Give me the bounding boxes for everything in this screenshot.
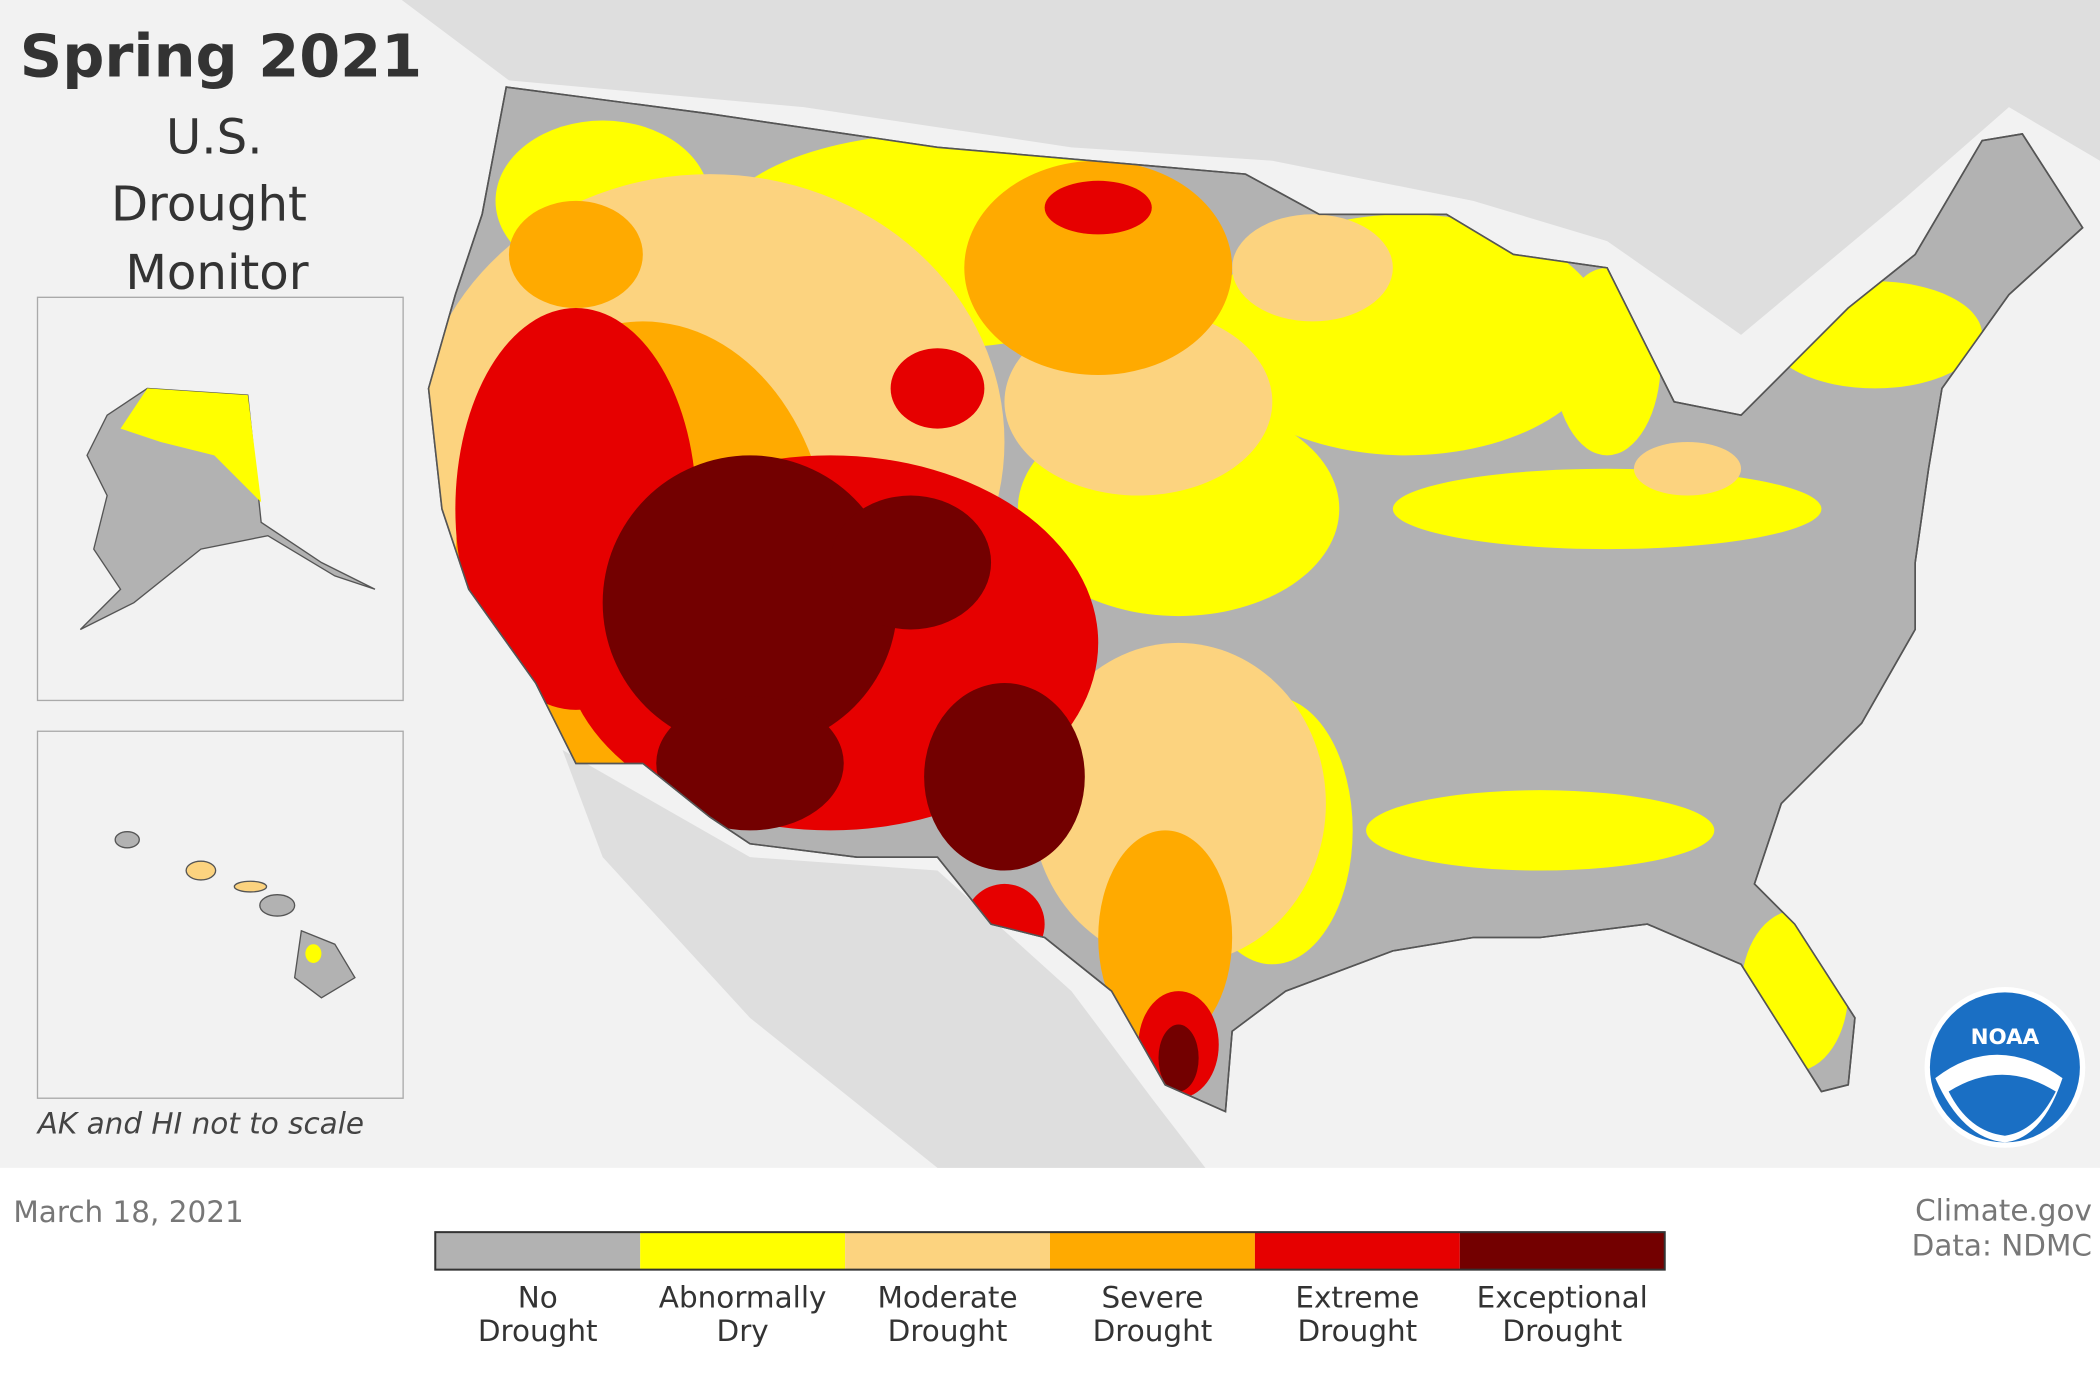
alaska-dry-area bbox=[120, 388, 262, 503]
us-border bbox=[427, 86, 2084, 1113]
noaa-logo-wave bbox=[1948, 1074, 2056, 1136]
drought-area bbox=[1031, 642, 1326, 965]
title: Spring 2021 bbox=[20, 21, 422, 90]
legend-label: Drought bbox=[478, 1314, 598, 1348]
drought-area bbox=[890, 348, 985, 429]
hawaii-dry-area bbox=[305, 944, 322, 963]
legend-label: Dry bbox=[717, 1314, 769, 1348]
legend-label: Drought bbox=[1093, 1314, 1213, 1348]
legend-label: Exceptional bbox=[1477, 1281, 1648, 1315]
drought-area bbox=[964, 160, 1233, 375]
legend-label: Extreme bbox=[1295, 1281, 1419, 1315]
drought-area bbox=[1044, 180, 1152, 235]
date: March 18, 2021 bbox=[13, 1195, 243, 1229]
hawaii-island bbox=[185, 860, 217, 881]
drought-area bbox=[1633, 441, 1742, 496]
legend-frame bbox=[434, 1231, 1666, 1271]
subtitle-line: Drought bbox=[111, 177, 307, 233]
drought-area bbox=[508, 200, 643, 309]
legend-swatch bbox=[1459, 1232, 1665, 1270]
subtitle-line: Monitor bbox=[125, 245, 308, 301]
legend-label: No bbox=[518, 1281, 558, 1315]
noaa-logo-text: NOAA bbox=[1971, 1025, 2040, 1050]
legend-label: Abnormally bbox=[659, 1281, 827, 1315]
legend-swatch bbox=[435, 1232, 641, 1270]
drought-area bbox=[1158, 1024, 1199, 1092]
hawaii-island bbox=[233, 880, 268, 893]
drought-area bbox=[1098, 830, 1233, 1045]
legend-label: Severe bbox=[1101, 1281, 1203, 1315]
drought-area bbox=[656, 696, 844, 831]
drought-area bbox=[1232, 214, 1393, 322]
hawaii-island bbox=[114, 831, 140, 849]
drought-area bbox=[1366, 790, 1715, 871]
legend-label: Moderate bbox=[878, 1281, 1018, 1315]
canada-land bbox=[401, 0, 2100, 335]
legend-swatch bbox=[1254, 1232, 1460, 1270]
legend-label: Drought bbox=[1297, 1314, 1417, 1348]
legend-swatch bbox=[1050, 1232, 1255, 1270]
credit: Climate.gov bbox=[1915, 1194, 2092, 1228]
legend-swatch bbox=[640, 1232, 846, 1270]
legend: NoDroughtAbnormallyDryModerateDroughtSev… bbox=[434, 1231, 1666, 1348]
mexico-land bbox=[562, 750, 1206, 1168]
legend-label: Drought bbox=[1502, 1314, 1622, 1348]
inset-note: AK and HI not to scale bbox=[36, 1107, 364, 1141]
drought-area bbox=[1392, 468, 1822, 550]
legend-swatch bbox=[845, 1232, 1050, 1270]
drought-area bbox=[602, 455, 898, 750]
hawaii-island bbox=[259, 893, 296, 917]
subtitle-line: U.S. bbox=[166, 110, 263, 166]
drought-area bbox=[924, 683, 1085, 871]
legend-label: Drought bbox=[888, 1314, 1008, 1348]
drought-area bbox=[830, 495, 992, 630]
credit: Data: NDMC bbox=[1912, 1228, 2092, 1262]
hawaii-inset bbox=[36, 730, 404, 1099]
